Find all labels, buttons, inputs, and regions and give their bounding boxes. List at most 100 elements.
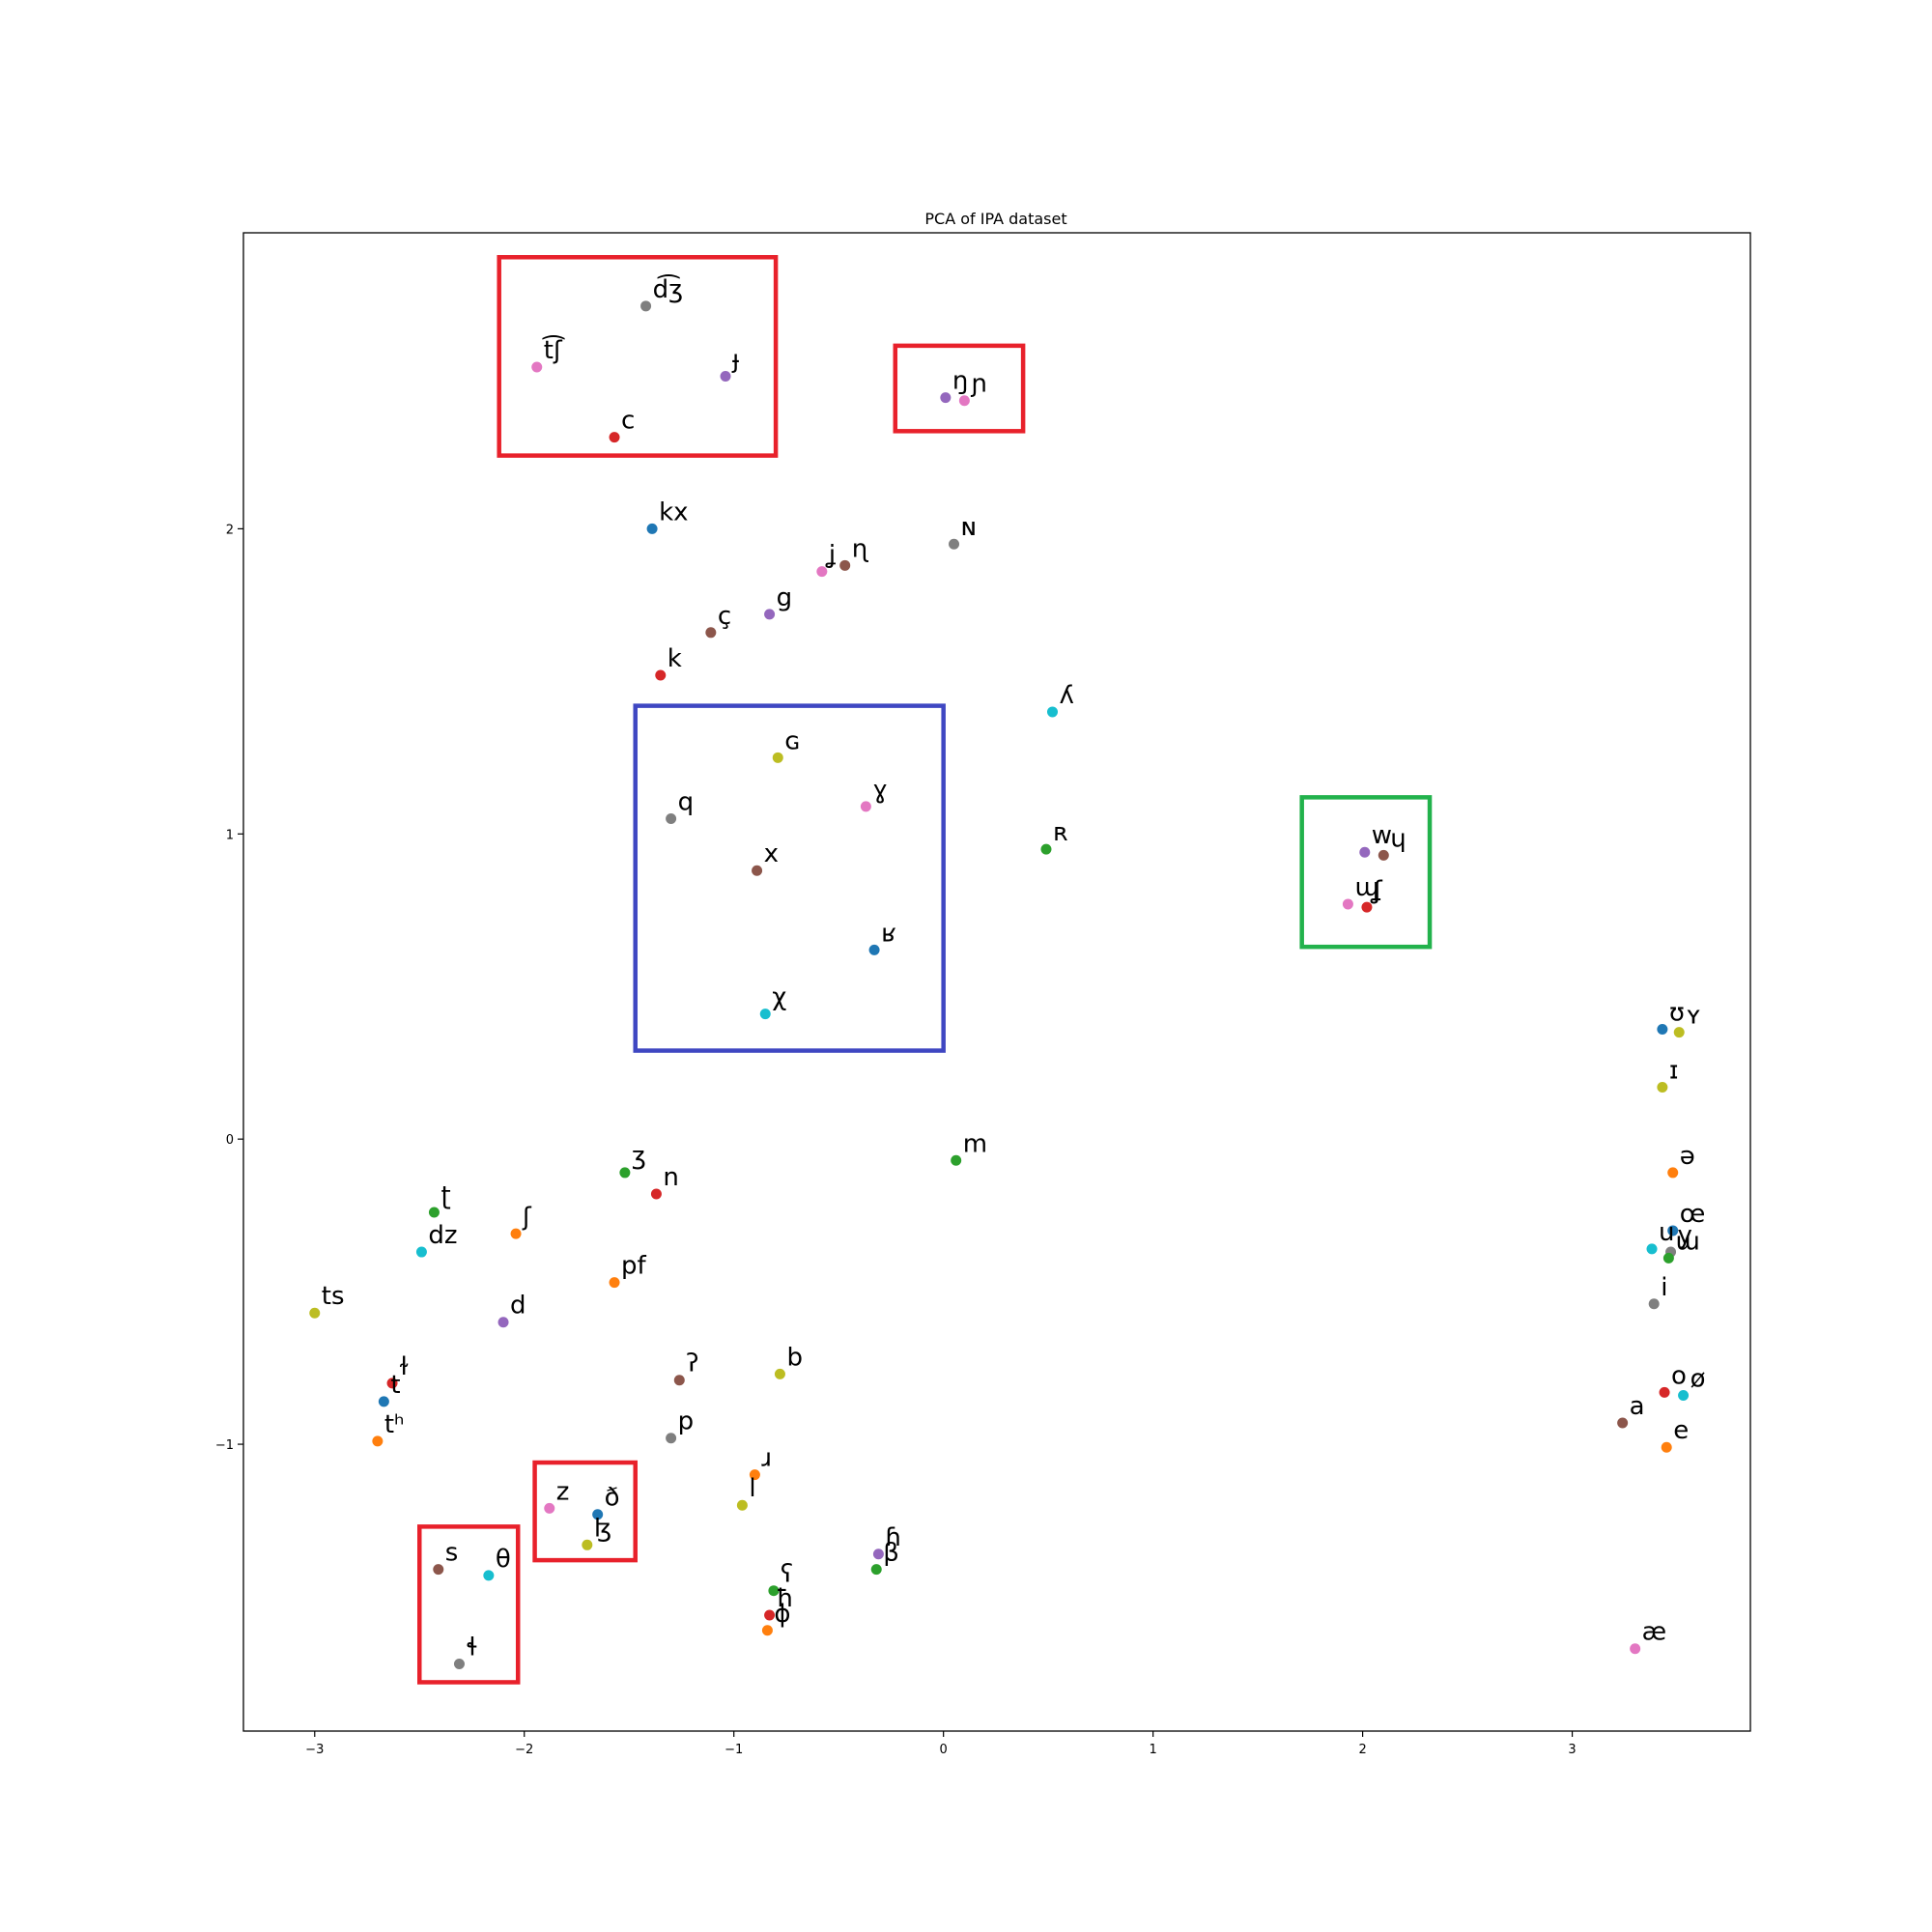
- point-label: t͡ʃ: [542, 333, 565, 365]
- data-point: [1659, 1386, 1670, 1398]
- point-label: ɮ: [594, 1514, 611, 1543]
- x-axis-ticks: −3 −2 −1 0 1 2 3: [305, 1731, 1577, 1757]
- point-label: d͡ʒ: [653, 272, 684, 304]
- data-point: [453, 1659, 465, 1670]
- data-point: [666, 1433, 677, 1444]
- point-label: s: [445, 1539, 459, 1568]
- data-point: [772, 752, 783, 763]
- point-label: ø: [1690, 1365, 1706, 1394]
- point-label: b: [786, 1343, 803, 1372]
- point-label: t: [390, 1371, 400, 1400]
- highlight-box: [532, 1460, 638, 1563]
- point-label: ɢ: [784, 726, 800, 755]
- data-point: [1617, 1417, 1629, 1429]
- data-point: [736, 1499, 748, 1511]
- data-point: [752, 865, 763, 876]
- point-label: ʕ: [781, 1560, 793, 1589]
- data-point: [764, 1609, 776, 1621]
- point-label: œ: [1680, 1200, 1706, 1229]
- y-axis-ticks: −1 0 1 2: [215, 523, 243, 1453]
- data-point: [655, 669, 667, 681]
- data-point: [839, 559, 851, 571]
- point-label: ð: [605, 1484, 620, 1513]
- data-point: [646, 523, 658, 534]
- data-point: [1359, 846, 1371, 858]
- data-point: [949, 538, 960, 550]
- data-point: [872, 1548, 884, 1560]
- data-point: [666, 813, 677, 825]
- point-label: ɟ: [731, 345, 739, 374]
- point-label: w: [1372, 821, 1392, 850]
- point-label: ɲ: [970, 370, 987, 399]
- point-label: ɹ: [761, 1444, 772, 1473]
- point-label: tʰ: [384, 1410, 405, 1439]
- point-label: ç: [718, 602, 731, 631]
- point-label: ɪ: [1669, 1056, 1679, 1085]
- data-point: [759, 1009, 771, 1020]
- point-label: e: [1673, 1416, 1689, 1445]
- point-label: ɥ: [1390, 824, 1406, 853]
- data-point: [386, 1378, 398, 1389]
- data-point: [1667, 1167, 1679, 1179]
- data-point: [1046, 706, 1058, 718]
- point-label: ɯ: [1675, 1227, 1699, 1256]
- highlight-box: [417, 1524, 521, 1685]
- data-point: [372, 1435, 384, 1447]
- data-point: [510, 1228, 522, 1239]
- data-point: [428, 1207, 440, 1218]
- highlight-box: [893, 343, 1026, 434]
- chart-title: PCA of IPA dataset: [924, 210, 1066, 228]
- data-point: [1648, 1298, 1660, 1310]
- point-label: ʃ: [522, 1203, 532, 1232]
- point-label: ʎ: [1059, 681, 1073, 710]
- data-point: [720, 370, 731, 382]
- data-point: [870, 1564, 882, 1576]
- point-label: a: [1630, 1392, 1645, 1421]
- data-point: [497, 1317, 509, 1328]
- y-tick-label: 1: [226, 828, 234, 842]
- point-label: ts: [322, 1282, 345, 1311]
- point-label: ɬ: [466, 1634, 478, 1662]
- point-label: ŋ: [952, 367, 968, 396]
- data-point: [951, 1154, 962, 1166]
- point-label: c: [621, 407, 635, 436]
- point-label: y: [1678, 1221, 1692, 1250]
- data-point: [582, 1539, 593, 1550]
- point-label: g: [777, 583, 793, 612]
- point-label: dz: [428, 1221, 457, 1250]
- highlight-box: [1299, 795, 1433, 950]
- point-label: z: [556, 1477, 570, 1506]
- data-point: [868, 944, 880, 955]
- data-point: [650, 1188, 662, 1200]
- data-point: [609, 1277, 620, 1289]
- point-label: ʁ: [881, 919, 896, 948]
- point-label: n: [663, 1163, 678, 1192]
- data-point: [433, 1564, 444, 1576]
- highlight-box: [633, 703, 946, 1053]
- point-label: q: [678, 788, 695, 817]
- point-label: ə: [1680, 1142, 1695, 1171]
- x-tick-label: 1: [1150, 1743, 1157, 1757]
- data-point: [483, 1570, 495, 1581]
- data-point: [749, 1469, 760, 1481]
- point-label: χ: [772, 983, 786, 1012]
- point-label: o: [1671, 1361, 1687, 1390]
- point-label: x: [764, 839, 779, 868]
- data-point: [1667, 1225, 1679, 1236]
- data-point: [764, 609, 776, 620]
- point-label: pf: [621, 1252, 647, 1281]
- y-tick-label: 2: [226, 523, 234, 537]
- data-point: [673, 1375, 685, 1386]
- point-label: ʔ: [686, 1350, 698, 1378]
- point-label: β: [883, 1539, 899, 1568]
- data-point: [544, 1502, 555, 1514]
- point-label: æ: [1642, 1618, 1667, 1647]
- data-point: [1361, 901, 1373, 913]
- x-tick-label: −3: [305, 1743, 324, 1757]
- x-tick-label: −1: [724, 1743, 743, 1757]
- data-point: [1378, 849, 1389, 861]
- point-label: m: [963, 1129, 987, 1158]
- point-label: ʒ: [632, 1142, 646, 1171]
